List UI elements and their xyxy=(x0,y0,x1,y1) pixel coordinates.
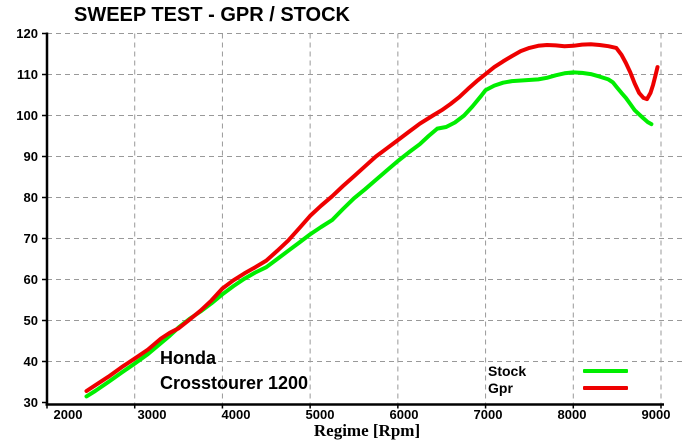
annotation-make: Honda xyxy=(160,348,216,368)
x-tick-label: 3000 xyxy=(137,407,167,422)
x-tick-label: 6000 xyxy=(389,407,419,422)
series-line-gpr xyxy=(84,42,660,393)
axis-ticks xyxy=(42,32,662,409)
x-tick-label: 4000 xyxy=(221,407,251,422)
x-tick-label: 5000 xyxy=(305,407,335,422)
y-tick-label: 60 xyxy=(23,271,38,287)
legend-row-gpr: Gpr xyxy=(488,379,664,396)
y-tick-label: 90 xyxy=(23,148,38,164)
y-tick-label: 40 xyxy=(23,353,38,369)
annotation-model: Crosstourer 1200 xyxy=(160,373,309,393)
x-tick-label: 7000 xyxy=(473,407,503,422)
y-tick-label: 50 xyxy=(23,312,38,328)
legend-row-stock: Stock xyxy=(488,362,664,379)
y-tick-label: 120 xyxy=(16,25,38,41)
legend-label-stock: Stock xyxy=(488,362,527,379)
y-tick-label: 110 xyxy=(17,66,38,82)
y-tick-label: 30 xyxy=(23,394,38,410)
y-tick-label: 100 xyxy=(16,107,38,123)
legend-line-gpr xyxy=(583,385,628,390)
x-tick-label: 9000 xyxy=(641,407,671,422)
legend-line-stock xyxy=(583,368,628,373)
axes xyxy=(45,32,664,406)
y-tick-label: 80 xyxy=(23,189,38,205)
x-tick-label: 8000 xyxy=(557,407,587,422)
vehicle-annotation: Honda Crosstourer 1200 xyxy=(160,346,308,396)
legend-label-gpr: Gpr xyxy=(488,379,513,396)
chart-title: SWEEP TEST - GPR / STOCK xyxy=(74,4,350,26)
gridlines xyxy=(47,33,682,405)
x-axis-title: Regime [Rpm] xyxy=(313,421,421,440)
y-tick-label: 70 xyxy=(23,230,38,246)
x-tick-label: 2000 xyxy=(53,407,83,422)
legend: Stock Gpr xyxy=(488,362,664,396)
